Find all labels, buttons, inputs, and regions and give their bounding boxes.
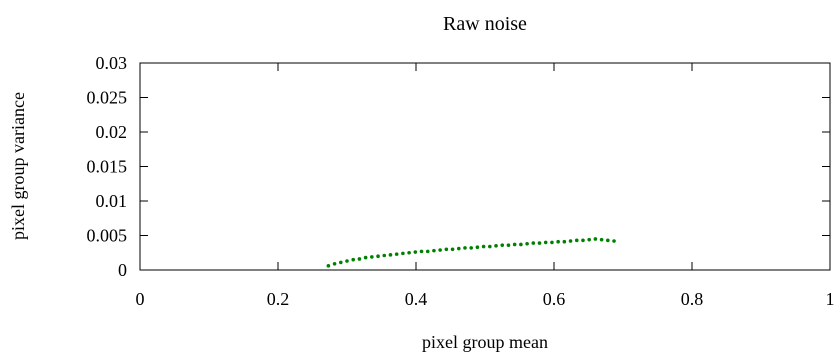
data-point (537, 241, 542, 245)
plot-area (139, 62, 831, 271)
data-point (475, 245, 480, 250)
data-point (469, 246, 474, 250)
data-point (550, 240, 554, 245)
data-point (612, 239, 616, 243)
y-tick-label: 0.005 (87, 226, 128, 246)
chart-title: Raw noise (443, 13, 527, 35)
data-point (413, 250, 418, 254)
data-point (574, 238, 579, 243)
x-tick-label: 1 (826, 289, 835, 309)
data-point (376, 254, 380, 258)
data-point (599, 237, 604, 242)
data-point (512, 242, 517, 247)
data-point (370, 255, 374, 259)
data-point (338, 260, 343, 265)
data-point (581, 238, 585, 243)
x-tick-label: 0 (136, 289, 145, 309)
data-point (556, 239, 560, 244)
y-tick-label: 0.01 (96, 191, 128, 211)
data-point (326, 264, 331, 268)
data-point (419, 249, 424, 254)
data-point (531, 241, 536, 245)
data-point (562, 239, 567, 244)
data-point (450, 247, 455, 252)
y-tick-label: 0.015 (87, 157, 128, 177)
x-axis-label: pixel group mean (422, 332, 548, 352)
data-point (543, 240, 548, 245)
data-point (394, 252, 399, 256)
data-point (388, 253, 393, 257)
data-point (357, 257, 362, 261)
data-point (606, 238, 610, 243)
data-point (519, 242, 523, 247)
data-point (488, 244, 492, 249)
x-axis-ticks: 0 0.2 0.4 0.6 0.8 1 (136, 63, 835, 309)
data-point (568, 239, 573, 243)
data-point (463, 246, 467, 250)
x-tick-label: 0.6 (543, 289, 566, 309)
data-point (506, 243, 511, 247)
x-tick-label: 0.4 (405, 289, 428, 309)
data-point (382, 253, 387, 258)
data-point (444, 247, 449, 252)
data-point (481, 244, 486, 249)
data-point (345, 259, 349, 263)
y-tick-label: 0 (118, 260, 127, 280)
y-tick-label: 0.03 (96, 53, 128, 73)
x-tick-label: 0.2 (267, 289, 290, 309)
y-tick-label: 0.025 (87, 88, 128, 108)
y-axis-label: pixel group variance (8, 92, 28, 240)
data-point (587, 237, 591, 242)
data-point (525, 241, 529, 246)
data-point (401, 251, 405, 256)
data-point (432, 248, 436, 253)
data-series (326, 237, 616, 268)
y-axis-ticks: 0 0.005 0.01 0.015 0.02 0.025 0.03 (87, 53, 830, 280)
data-point (351, 257, 356, 262)
data-point (407, 250, 411, 255)
x-tick-label: 0.8 (681, 289, 704, 309)
data-point (593, 237, 598, 241)
data-point (438, 248, 442, 252)
y-tick-label: 0.02 (96, 122, 128, 142)
data-point (332, 261, 337, 266)
data-point (363, 255, 368, 260)
data-point (500, 243, 505, 247)
data-point (494, 244, 498, 248)
data-point (456, 246, 461, 251)
data-point (425, 249, 430, 254)
